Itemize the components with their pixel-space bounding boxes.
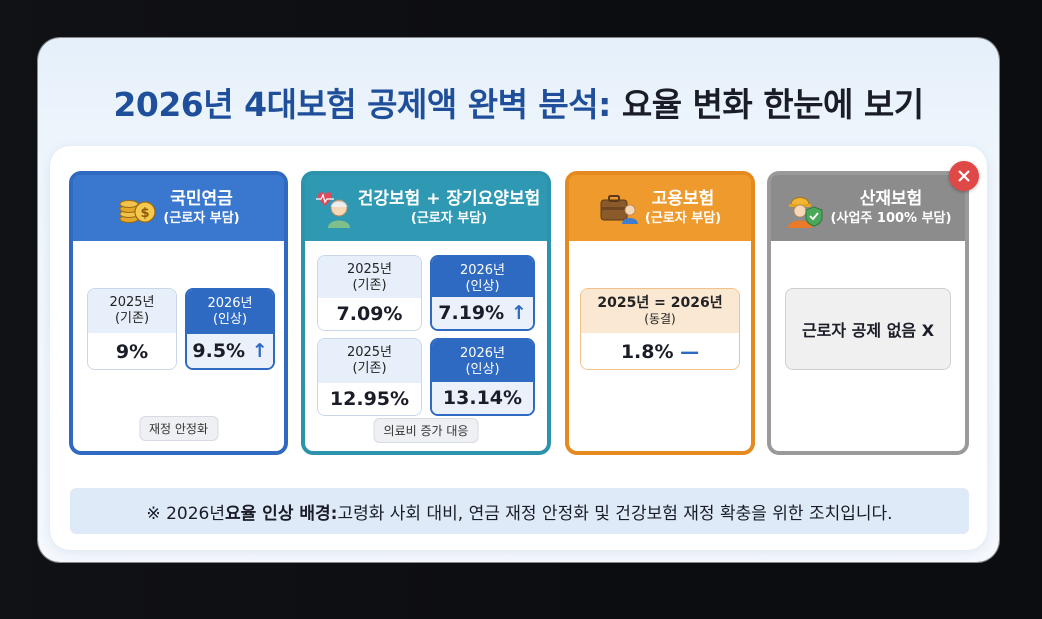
arrow-up-icon: ↑ [251, 340, 268, 362]
close-icon[interactable] [949, 161, 979, 191]
health-card: 건강보험 + 장기요양보험 (근로자 부담) 2025년 (기존) 7.09% … [301, 171, 551, 455]
close-x-glyph [958, 170, 970, 182]
employment-card-header: 고용보험 (근로자 부담) [569, 175, 751, 241]
health-card-header: 건강보험 + 장기요양보험 (근로자 부담) [305, 175, 547, 241]
rate-increase-note: ※ 2026년 요율 인상 배경: 고령화 사회 대비, 연금 재정 안정화 및… [70, 488, 969, 534]
page-title: 2026년 4대보험 공제액 완벽 분석: 요율 변화 한눈에 보기 [113, 85, 924, 124]
worker-shield-icon [787, 197, 823, 228]
arrow-up-icon: ↑ [510, 302, 527, 324]
no-deduction-box: 근로자 공제 없음 X [785, 288, 951, 370]
pension-2026-box: 2026년 (인상) 9.5% ↑ [185, 288, 275, 370]
employment-card: 고용보험 (근로자 부담) 2025년 = 2026년 (동결) 1.8% — [565, 171, 755, 455]
cards-panel: $ 국민연금 (근로자 부담) 2025년 (기존) 9% 2026년 (인상) [50, 146, 987, 550]
employment-frozen-box: 2025년 = 2026년 (동결) 1.8% — [580, 288, 740, 370]
infographic-modal: 2026년 4대보험 공제액 완벽 분석: 요율 변화 한눈에 보기 $ 국민연… [38, 38, 999, 562]
briefcase-person-icon [600, 195, 638, 224]
health-footer-tag: 의료비 증가 대응 [373, 418, 479, 443]
coins-icon: $ [119, 200, 156, 223]
pension-card-header: $ 국민연금 (근로자 부담) [73, 175, 284, 241]
health-row1-2025-box: 2025년 (기존) 7.09% [317, 255, 422, 331]
industrial-card: 산재보험 (사업주 100% 부담) 근로자 공제 없음 X [767, 161, 979, 455]
health-row1-2026-box: 2026년 (인상) 7.19% ↑ [430, 255, 535, 331]
pension-card: $ 국민연금 (근로자 부담) 2025년 (기존) 9% 2026년 (인상) [69, 171, 288, 455]
health-row2-2026-box: 2026년 (인상) 13.14% ↑ [430, 338, 535, 416]
dash-icon: — [680, 341, 700, 363]
svg-text:$: $ [141, 206, 150, 221]
elderly-heart-icon [315, 192, 350, 228]
industrial-card-header: 산재보험 (사업주 100% 부담) [771, 175, 965, 241]
pension-2025-box: 2025년 (기존) 9% [87, 288, 177, 370]
health-row2-2025-box: 2025년 (기존) 12.95% [317, 338, 422, 416]
pension-footer-tag: 재정 안정화 [138, 416, 219, 441]
